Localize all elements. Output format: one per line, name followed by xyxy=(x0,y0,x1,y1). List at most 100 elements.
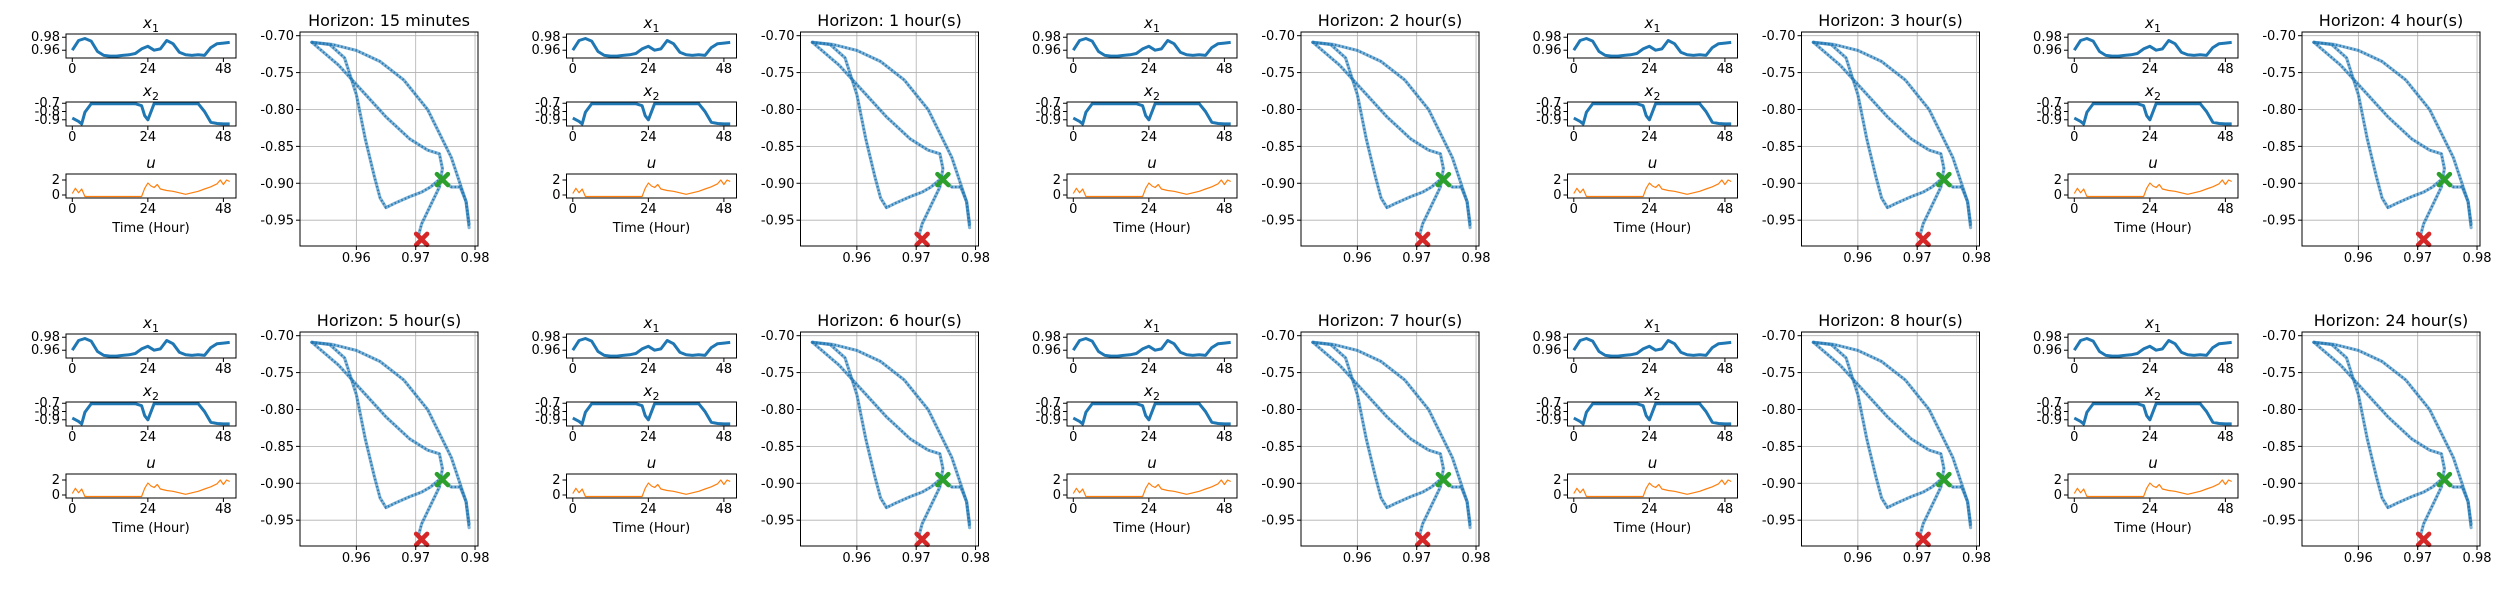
phase-xtick-label: 0.96 xyxy=(342,251,371,266)
x1-ytick-label: 0.98 xyxy=(1533,330,1562,345)
start-marker xyxy=(935,471,951,488)
x2-frame xyxy=(2067,401,2239,427)
phase-trajectory-dots-2 xyxy=(811,41,945,240)
x2-title: x2 xyxy=(2144,382,2161,403)
subplot-x1: x1 0 24 48 0.980.96 xyxy=(1032,14,1238,77)
x2-xtick-label: 0 xyxy=(1570,430,1578,445)
x1-title: x1 xyxy=(1143,14,1160,35)
x2-xtick-label: 0 xyxy=(1570,130,1578,145)
phase-ytick-label: -0.85 xyxy=(1261,140,1295,155)
subplot-x1: x1 0 24 48 0.980.96 xyxy=(2033,314,2239,377)
x2-line xyxy=(1072,402,1231,426)
x2-ytick-label: -0.7 xyxy=(1536,396,1561,411)
u-ytick-label: 0 xyxy=(2054,488,2062,503)
x1-ytick-label: 0.98 xyxy=(1533,30,1562,45)
x2-ytick-label: -0.7 xyxy=(2037,96,2062,111)
phase-trajectory-0 xyxy=(310,340,471,526)
time-xlabel: Time (Hour) xyxy=(1112,221,1190,236)
x1-ytick-label: 0.98 xyxy=(532,330,561,345)
phase-title: Horizon: 3 hour(s) xyxy=(1818,11,1962,30)
phase-ytick-label: -0.85 xyxy=(761,140,795,155)
end-marker xyxy=(1414,531,1431,548)
phase-frame xyxy=(800,31,979,247)
phase-trajectory-2 xyxy=(2312,340,2446,541)
u-xtick-label: 48 xyxy=(215,502,232,517)
u-line xyxy=(1573,479,1732,498)
phase-trajectory-dots-2 xyxy=(1812,41,1946,240)
x1-xtick-label: 24 xyxy=(2142,362,2159,377)
subplot-u: u 0 24 48 20 Time (Hour) xyxy=(1553,454,1738,536)
u-xtick-label: 24 xyxy=(2142,502,2159,517)
phase-trajectory-0 xyxy=(2312,40,2473,226)
subplot-x2: x2 0 24 48 -0.7-0.8-0.9 xyxy=(535,382,737,445)
u-xtick-label: 0 xyxy=(1570,202,1578,217)
x2-line xyxy=(2073,402,2232,426)
x1-ytick-label: 0.96 xyxy=(1533,343,1562,358)
x1-line xyxy=(71,337,230,358)
x1-line xyxy=(571,37,731,58)
x2-ytick-label: -0.7 xyxy=(1536,96,1561,111)
x1-frame xyxy=(65,333,237,359)
phase-xtick-label: 0.96 xyxy=(2344,551,2373,566)
u-xtick-label: 0 xyxy=(1069,502,1077,517)
x2-ytick-label: -0.9 xyxy=(2037,113,2062,128)
x2-ytick-label: -0.8 xyxy=(535,105,560,120)
phase-ytick-label: -0.75 xyxy=(2262,66,2296,81)
u-xtick-label: 48 xyxy=(1216,502,1233,517)
phase-trajectory-dots-1 xyxy=(812,341,941,510)
x1-xtick-label: 24 xyxy=(140,62,157,77)
u-ytick-label: 2 xyxy=(1053,173,1061,188)
subplot-x1: x1 0 24 48 0.980.96 xyxy=(1032,314,1238,377)
x2-xtick-label: 48 xyxy=(1216,430,1233,445)
u-xtick-label: 0 xyxy=(569,202,577,217)
start-marker xyxy=(434,171,451,188)
x2-title: x2 xyxy=(1644,82,1661,103)
u-xtick-label: 0 xyxy=(1069,202,1077,217)
x2-title: x2 xyxy=(1644,382,1661,403)
phase-ytick-label: -0.95 xyxy=(2262,514,2296,529)
phase-trajectory-dots-1 xyxy=(311,341,441,510)
start-marker xyxy=(935,171,951,188)
x1-line xyxy=(1572,37,1732,58)
x2-ytick-label: -0.9 xyxy=(35,413,60,428)
phase-plot: Horizon: 15 minutes 0.96 0.97 0.98 -0.70 -0.7… xyxy=(260,11,489,266)
u-title: u xyxy=(647,154,657,172)
u-line xyxy=(1072,479,1231,498)
phase-ytick-label: -0.85 xyxy=(1261,440,1295,455)
x2-xtick-label: 48 xyxy=(716,430,733,445)
phase-frame xyxy=(2301,331,2481,547)
x1-ytick-label: 0.98 xyxy=(1032,330,1061,345)
x1-ytick-label: 0.96 xyxy=(532,343,561,358)
x1-xtick-label: 48 xyxy=(2217,362,2234,377)
phase-ytick-label: -0.80 xyxy=(260,403,294,418)
subplot-u: u 0 24 48 20 Time (Hour) xyxy=(1553,154,1738,236)
start-marker xyxy=(1936,171,1952,188)
phase-plot: Horizon: 7 hour(s) 0.96 0.97 0.98 -0.70 -0.75… xyxy=(1261,311,1490,566)
u-ytick-label: 2 xyxy=(552,173,560,188)
x2-ytick-label: -0.8 xyxy=(535,405,560,420)
x2-ytick-label: -0.7 xyxy=(535,96,560,111)
phase-xtick-label: 0.96 xyxy=(1843,251,1872,266)
phase-trajectory-0 xyxy=(2312,340,2473,526)
x2-ytick-label: -0.7 xyxy=(1036,396,1061,411)
end-marker xyxy=(1915,231,1931,248)
u-xtick-label: 24 xyxy=(140,202,157,217)
phase-title: Horizon: 5 hour(s) xyxy=(317,311,461,330)
u-xtick-label: 48 xyxy=(1717,502,1734,517)
x1-xtick-label: 24 xyxy=(640,362,657,377)
x2-frame xyxy=(1066,401,1238,427)
phase-ytick-label: -0.75 xyxy=(1762,366,1796,381)
x2-ytick-label: -0.7 xyxy=(35,96,60,111)
subplot-x1: x1 0 24 48 0.980.96 xyxy=(532,314,737,377)
u-title: u xyxy=(2148,154,2158,172)
phase-trajectory-0 xyxy=(1311,40,1472,226)
u-frame xyxy=(566,473,737,499)
phase-xtick-label: 0.97 xyxy=(1402,251,1431,266)
x2-ytick-label: -0.9 xyxy=(2037,413,2062,428)
x2-ytick-label: -0.7 xyxy=(2037,396,2062,411)
phase-plot: Horizon: 3 hour(s) 0.96 0.97 0.98 -0.70 -0.75… xyxy=(1762,11,1991,266)
